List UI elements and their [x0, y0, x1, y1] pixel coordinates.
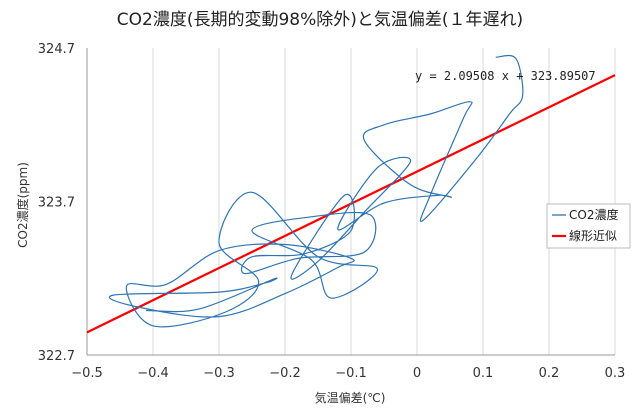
x-tick-label-1: −0.4 [137, 366, 169, 381]
y-tick-label-1: 323.7 [38, 196, 75, 211]
x-tick-label-3: −0.2 [269, 366, 301, 381]
series-line-co2 [108, 54, 524, 328]
x-tick-label-0: −0.5 [71, 366, 103, 381]
x-tick-label-7: 0.2 [539, 366, 560, 381]
y-tick-labels: 322.7 323.7 324.7 [38, 42, 75, 364]
legend-box [546, 203, 631, 249]
grid-lines [86, 48, 616, 355]
series-layer [108, 54, 524, 328]
y-tick-label-2: 324.7 [38, 42, 75, 57]
x-tick-label-2: −0.3 [203, 366, 235, 381]
y-tick-label-0: 322.7 [38, 349, 75, 364]
x-tick-label-4: −0.1 [335, 366, 367, 381]
x-axis-label: 気温偏差(℃) [315, 390, 386, 405]
legend-label-trendline: 線形近似 [569, 228, 617, 243]
legend: CO2濃度 線形近似 [546, 203, 631, 249]
y-axis-label: CO2濃度(ppm) [15, 162, 30, 248]
legend-label-co2: CO2濃度 [569, 207, 618, 222]
chart-title: CO2濃度(長期的変動98%除外)と気温偏差(１年遅れ) [117, 10, 523, 30]
x-tick-label-5: 0 [413, 366, 421, 381]
axes [86, 48, 615, 356]
x-tick-labels: −0.5 −0.4 −0.3 −0.2 −0.1 0 0.1 0.2 0.3 [71, 366, 625, 381]
trendline-equation: y = 2.09508 x + 323.89507 [415, 69, 596, 83]
x-tick-label-6: 0.1 [473, 366, 494, 381]
x-tick-label-8: 0.3 [605, 366, 626, 381]
